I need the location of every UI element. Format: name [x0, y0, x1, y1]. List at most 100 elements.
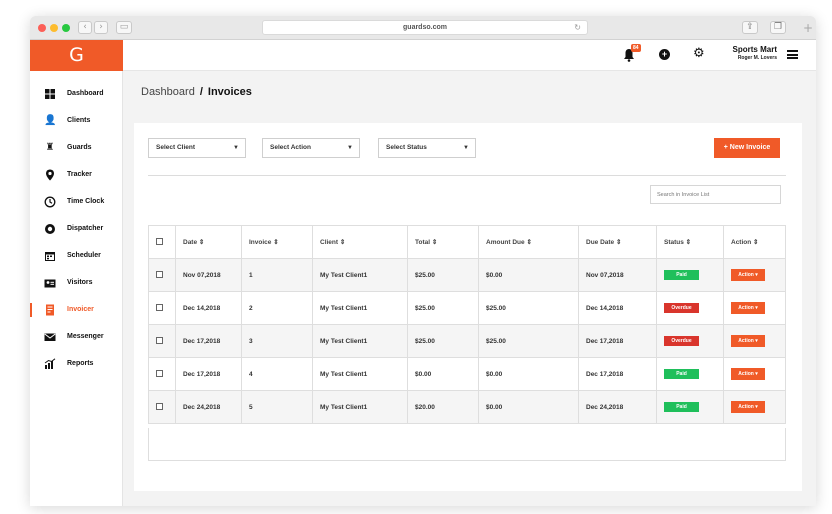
sidebar-item-messenger[interactable]: Messenger	[30, 328, 122, 348]
cell-action: Action ▾	[723, 291, 786, 325]
action-button[interactable]: Action ▾	[731, 269, 765, 281]
select-all-cell	[148, 225, 176, 259]
sidebar-item-label: Scheduler	[67, 252, 101, 259]
notification-badge: 84	[631, 44, 641, 52]
breadcrumb-dashboard-link[interactable]: Dashboard	[141, 86, 195, 98]
cell-status: Overdue	[656, 324, 724, 358]
column-header-amount-due[interactable]: Amount Due ⇕	[478, 225, 579, 259]
sidebar-item-dispatcher[interactable]: Dispatcher	[30, 220, 122, 240]
sidebar: Dashboard 👤 Clients ♜ Guards Tracker Tim…	[30, 71, 123, 506]
cell-action: Action ▾	[723, 390, 786, 424]
select-client-label: Select Client	[156, 144, 196, 151]
zoom-window-button[interactable]	[62, 24, 70, 32]
sidebar-item-guards[interactable]: ♜ Guards	[30, 139, 122, 159]
breadcrumb: Dashboard / Invoices	[141, 86, 252, 98]
sidebar-item-label: Messenger	[67, 333, 104, 340]
column-header-invoice[interactable]: Invoice ⇕	[241, 225, 313, 259]
sidebar-item-tracker[interactable]: Tracker	[30, 166, 122, 186]
cell-amount-due: $0.00	[478, 390, 579, 424]
select-all-checkbox[interactable]	[156, 238, 163, 246]
column-header-action[interactable]: Action ⇕	[723, 225, 786, 259]
invoices-table: Date ⇕ Invoice ⇕ Client ⇕ Total ⇕ Amount…	[148, 225, 786, 424]
page-title: Invoices	[207, 86, 252, 98]
sidebar-toggle-icon[interactable]: ▭	[116, 21, 132, 34]
app-logo[interactable]: G	[30, 40, 123, 71]
action-button[interactable]: Action ▾	[731, 368, 765, 380]
cell-due-date: Dec 17,2018	[578, 324, 657, 358]
row-checkbox[interactable]	[156, 304, 163, 312]
sidebar-item-invoicer[interactable]: Invoicer	[30, 301, 122, 321]
sidebar-item-scheduler[interactable]: Scheduler	[30, 247, 122, 267]
cell-amount-due: $25.00	[478, 324, 579, 358]
action-button[interactable]: Action ▾	[731, 401, 765, 413]
share-icon[interactable]: ⇪	[742, 21, 758, 34]
company-name: Sports Mart	[732, 45, 777, 54]
column-header-date[interactable]: Date ⇕	[175, 225, 242, 259]
row-checkbox[interactable]	[156, 403, 163, 411]
cell-invoice: 1	[241, 258, 313, 292]
tabs-icon[interactable]: ❐	[770, 21, 786, 34]
forward-icon[interactable]: ›	[94, 21, 108, 34]
calendar-icon	[45, 252, 55, 261]
cell-date: Dec 14,2018	[175, 291, 242, 325]
app-header: 84 + ⚙ Sports Mart Roger M. Lovers	[123, 40, 816, 71]
divider	[148, 175, 786, 176]
cell-client: My Test Client1	[312, 390, 408, 424]
reload-icon[interactable]: ↻	[574, 23, 581, 32]
select-action-dropdown[interactable]: Select Action ▼	[262, 138, 360, 158]
new-tab-icon[interactable]: +	[802, 21, 814, 35]
row-checkbox[interactable]	[156, 271, 163, 279]
status-badge: Paid	[664, 270, 699, 280]
column-header-client[interactable]: Client ⇕	[312, 225, 408, 259]
settings-icon[interactable]: ⚙	[693, 46, 705, 61]
cell-date: Nov 07,2018	[175, 258, 242, 292]
action-button[interactable]: Action ▾	[731, 302, 765, 314]
select-status-label: Select Status	[386, 144, 427, 151]
cell-amount-due: $0.00	[478, 357, 579, 391]
sidebar-item-clients[interactable]: 👤 Clients	[30, 112, 122, 132]
sidebar-item-time-clock[interactable]: Time Clock	[30, 193, 122, 213]
cell-invoice: 2	[241, 291, 313, 325]
table-empty-row	[148, 428, 786, 461]
row-select-cell	[148, 291, 176, 325]
cell-invoice: 5	[241, 390, 313, 424]
address-bar[interactable]: guardso.com ↻	[262, 20, 588, 35]
clock-icon	[44, 196, 56, 208]
row-checkbox[interactable]	[156, 337, 163, 345]
sidebar-item-label: Time Clock	[67, 198, 105, 205]
close-window-button[interactable]	[38, 24, 46, 32]
new-invoice-button[interactable]: + New Invoice	[714, 138, 780, 158]
sidebar-item-reports[interactable]: Reports	[30, 355, 122, 375]
column-header-total[interactable]: Total ⇕	[407, 225, 479, 259]
menu-icon[interactable]	[787, 50, 798, 59]
row-select-cell	[148, 258, 176, 292]
cell-total: $0.00	[407, 357, 479, 391]
minimize-window-button[interactable]	[50, 24, 58, 32]
select-client-dropdown[interactable]: Select Client ▼	[148, 138, 246, 158]
invoice-search-input[interactable]	[650, 185, 781, 204]
cell-date: Dec 17,2018	[175, 324, 242, 358]
action-button[interactable]: Action ▾	[731, 335, 765, 347]
sidebar-item-dashboard[interactable]: Dashboard	[30, 85, 122, 105]
users-icon: 👤	[44, 115, 57, 126]
sidebar-item-label: Dashboard	[67, 90, 104, 97]
cell-due-date: Dec 17,2018	[578, 357, 657, 391]
column-header-due-date[interactable]: Due Date ⇕	[578, 225, 657, 259]
row-select-cell	[148, 390, 176, 424]
user-name: Roger M. Lovers	[737, 55, 777, 61]
sidebar-item-visitors[interactable]: Visitors	[30, 274, 122, 294]
cell-total: $25.00	[407, 258, 479, 292]
select-action-label: Select Action	[270, 144, 311, 151]
column-header-status[interactable]: Status ⇕	[656, 225, 724, 259]
status-badge: Paid	[664, 369, 699, 379]
cell-invoice: 3	[241, 324, 313, 358]
sidebar-item-label: Dispatcher	[67, 225, 104, 232]
select-status-dropdown[interactable]: Select Status ▼	[378, 138, 476, 158]
sidebar-item-label: Invoicer	[67, 306, 94, 313]
cell-action: Action ▾	[723, 258, 786, 292]
back-icon[interactable]: ‹	[78, 21, 92, 34]
map-pin-icon	[46, 169, 54, 181]
add-circle-icon[interactable]: +	[659, 49, 670, 60]
account-info[interactable]: Sports Mart Roger M. Lovers	[723, 45, 777, 62]
row-checkbox[interactable]	[156, 370, 163, 378]
